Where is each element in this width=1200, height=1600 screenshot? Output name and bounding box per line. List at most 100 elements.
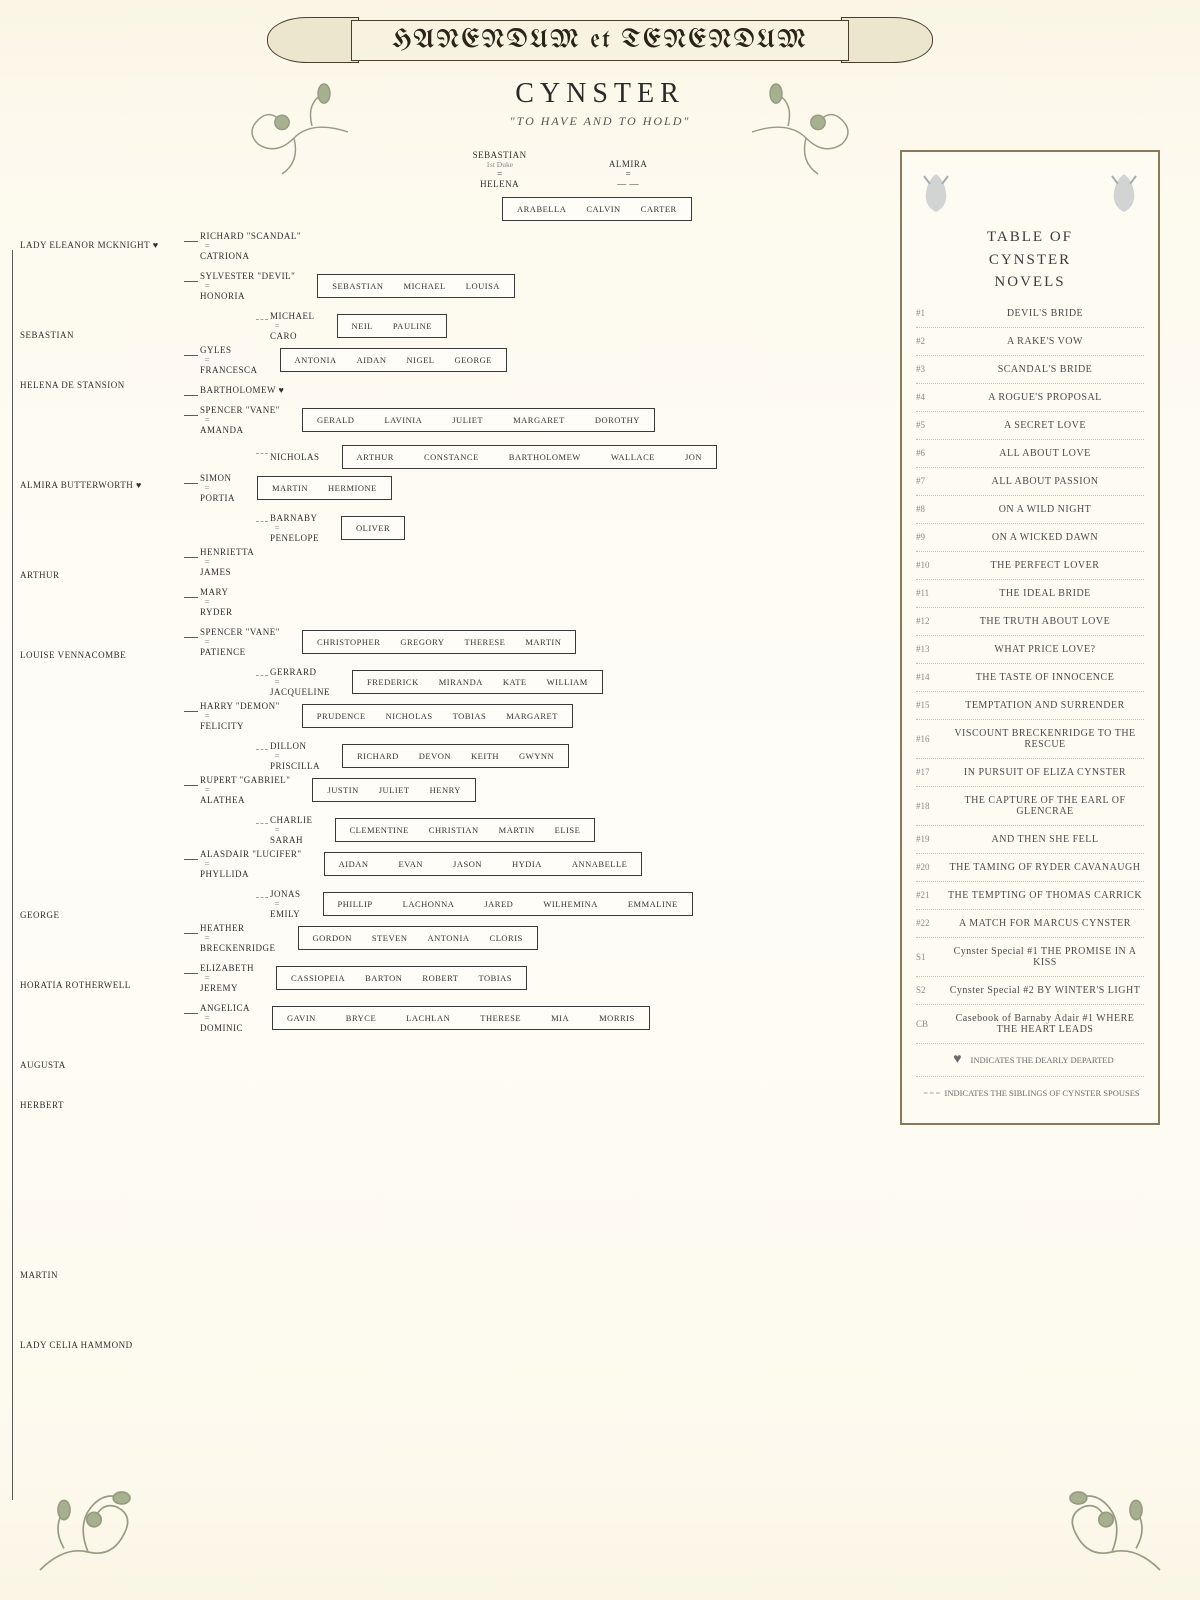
child-name: KATE	[503, 677, 527, 687]
person-name: PRISCILLA	[270, 761, 320, 771]
banner-text: HANENDUM et TENENDUM	[351, 20, 849, 61]
marriage-link: =	[609, 169, 648, 179]
motto: "TO HAVE AND TO HOLD"	[510, 114, 691, 129]
legend-title-text: THE TRUTH ABOUT LOVE	[946, 616, 1144, 627]
person-name: RYDER	[200, 607, 233, 617]
person-name: SARAH	[270, 835, 313, 845]
child-name: ARABELLA	[517, 204, 566, 214]
legend-number: #9	[916, 532, 946, 542]
legend-title: TABLE OF CYNSTER NOVELS	[916, 226, 1144, 294]
marriage-link: =	[200, 785, 214, 795]
person-name: DOMINIC	[200, 1023, 250, 1033]
children-box: RICHARDDEVONKEITHGWYNN	[342, 744, 569, 768]
dash-icon: - - -	[920, 1084, 942, 1102]
branch-row: CHARLIE=SARAHCLEMENTINECHRISTIANMARTINEL…	[270, 815, 860, 845]
child-name: THERESE	[465, 637, 506, 647]
child-name: SEBASTIAN	[332, 281, 383, 291]
tree-branch: RICHARD "SCANDAL"=CATRIONA	[200, 231, 860, 261]
couple: SPENCER "VANE"=AMANDA	[200, 405, 280, 435]
children-box: SEBASTIANMICHAELLOUISA	[317, 274, 515, 298]
children-box: ARABELLACALVINCARTER	[502, 197, 692, 221]
ancestor-name: LOUISE VENNACOMBE	[20, 650, 190, 660]
legend-footnote-siblings: - - - INDICATES THE SIBLINGS OF CYNSTER …	[916, 1076, 1144, 1109]
child-name: ROBERT	[422, 973, 458, 983]
legend-row: #13WHAT PRICE LOVE?	[916, 635, 1144, 663]
couple: BARNABY=PENELOPE	[270, 513, 319, 543]
child-name: WALLACE	[611, 452, 655, 462]
tree-branch: HENRIETTA=JAMES	[200, 547, 860, 577]
marriage-link: =	[200, 711, 214, 721]
children-box: GERALDLAVINIAJULIETMARGARETDOROTHY	[302, 408, 655, 432]
legend-footnote-text: INDICATES THE SIBLINGS OF CYNSTER SPOUSE…	[944, 1088, 1139, 1098]
child-name: LOUISA	[466, 281, 500, 291]
ancestor-name: LADY CELIA HAMMOND	[20, 1340, 190, 1350]
child-name: PHILLIP	[338, 899, 373, 909]
person-name: JAMES	[200, 567, 254, 577]
legend-number: #16	[916, 734, 946, 744]
child-name: HENRY	[430, 785, 461, 795]
couple: BARTHOLOMEW ♥	[200, 385, 284, 395]
legend-number: #15	[916, 700, 946, 710]
person-name: FRANCESCA	[200, 365, 258, 375]
branch-row: ANGELICA=DOMINICGAVINBRYCELACHLANTHERESE…	[200, 1003, 860, 1033]
marriage-link: =	[200, 637, 214, 647]
marriage-link: =	[200, 933, 214, 943]
person-name: PHYLLIDA	[200, 869, 302, 879]
tree-branch: MARY=RYDER	[200, 587, 860, 617]
child-name: JULIET	[379, 785, 410, 795]
legend-number: #10	[916, 560, 946, 570]
child-name: NEIL	[352, 321, 373, 331]
child-name: GREGORY	[400, 637, 444, 647]
legend-row: #22A MATCH FOR MARCUS CYNSTER	[916, 909, 1144, 937]
tree-branch: ELIZABETH=JEREMYCASSIOPEIABARTONROBERTTO…	[200, 963, 860, 993]
child-name: GAVIN	[287, 1013, 316, 1023]
children-box: JUSTINJULIETHENRY	[312, 778, 476, 802]
child-name: GEORGE	[454, 355, 491, 365]
legend-title-text: A SECRET LOVE	[946, 420, 1144, 431]
legend-number: #7	[916, 476, 946, 486]
child-name: AIDAN	[339, 859, 369, 869]
legend-row: #12THE TRUTH ABOUT LOVE	[916, 607, 1144, 635]
children-box: GORDONSTEVENANTONIACLORIS	[298, 926, 538, 950]
legend-footnote-text: INDICATES THE DEARLY DEPARTED	[971, 1055, 1114, 1065]
legend-number: #22	[916, 918, 946, 928]
marriage-link: =	[200, 597, 214, 607]
tree-branch: GYLES=FRANCESCAANTONIAAIDANNIGELGEORGE	[200, 345, 860, 375]
child-name: CONSTANCE	[424, 452, 479, 462]
children-box: CHRISTOPHERGREGORYTHERESEMARTIN	[302, 630, 576, 654]
legend-number: #20	[916, 862, 946, 872]
legend-row: #14THE TASTE OF INNOCENCE	[916, 663, 1144, 691]
tree-branch: SIMON=PORTIAMARTINHERMIONE	[200, 473, 860, 503]
child-name: THERESE	[480, 1013, 521, 1023]
child-name: GWYNN	[519, 751, 554, 761]
marriage-link: =	[200, 241, 214, 251]
person-name: GERRARD	[270, 667, 330, 677]
tree-spine	[12, 250, 13, 1500]
legend-heraldic-icons	[916, 170, 1144, 216]
tree-branch: SPENCER "VANE"=PATIENCECHRISTOPHERGREGOR…	[200, 627, 860, 657]
couple: CHARLIE=SARAH	[270, 815, 313, 845]
couple: HEATHER=BRECKENRIDGE	[200, 923, 276, 953]
legend-title-text: DEVIL'S BRIDE	[946, 308, 1144, 319]
couple: JONAS=EMILY	[270, 889, 301, 919]
legend-title-text: ON A WICKED DAWN	[946, 532, 1144, 543]
legend-title-text: Cynster Special #2 BY WINTER'S LIGHT	[946, 985, 1144, 996]
branch-row: ALASDAIR "LUCIFER"=PHYLLIDAAIDANEVANJASO…	[200, 849, 860, 879]
legend-number: #18	[916, 801, 946, 811]
legend-row: CBCasebook of Barnaby Adair #1 WHERE THE…	[916, 1004, 1144, 1043]
legend-row: #10THE PERFECT LOVER	[916, 551, 1144, 579]
header-block: CYNSTER "TO HAVE AND TO HOLD"	[510, 78, 691, 129]
child-name: MARGARET	[506, 711, 558, 721]
legend-row: S1Cynster Special #1 THE PROMISE IN A KI…	[916, 937, 1144, 976]
marriage-link: =	[473, 169, 527, 179]
child-name: MORRIS	[599, 1013, 635, 1023]
tree-branch: HARRY "DEMON"=FELICITYPRUDENCENICHOLASTO…	[200, 701, 860, 731]
legend-number: #12	[916, 616, 946, 626]
legend-row: #17IN PURSUIT OF ELIZA CYNSTER	[916, 758, 1144, 786]
person-name: DILLON	[270, 741, 320, 751]
marriage-link: =	[270, 825, 284, 835]
person-name: SYLVESTER "DEVIL"	[200, 271, 295, 281]
branch-row: HARRY "DEMON"=FELICITYPRUDENCENICHOLASTO…	[200, 701, 860, 731]
child-name: GERALD	[317, 415, 354, 425]
marriage-link: =	[270, 751, 284, 761]
